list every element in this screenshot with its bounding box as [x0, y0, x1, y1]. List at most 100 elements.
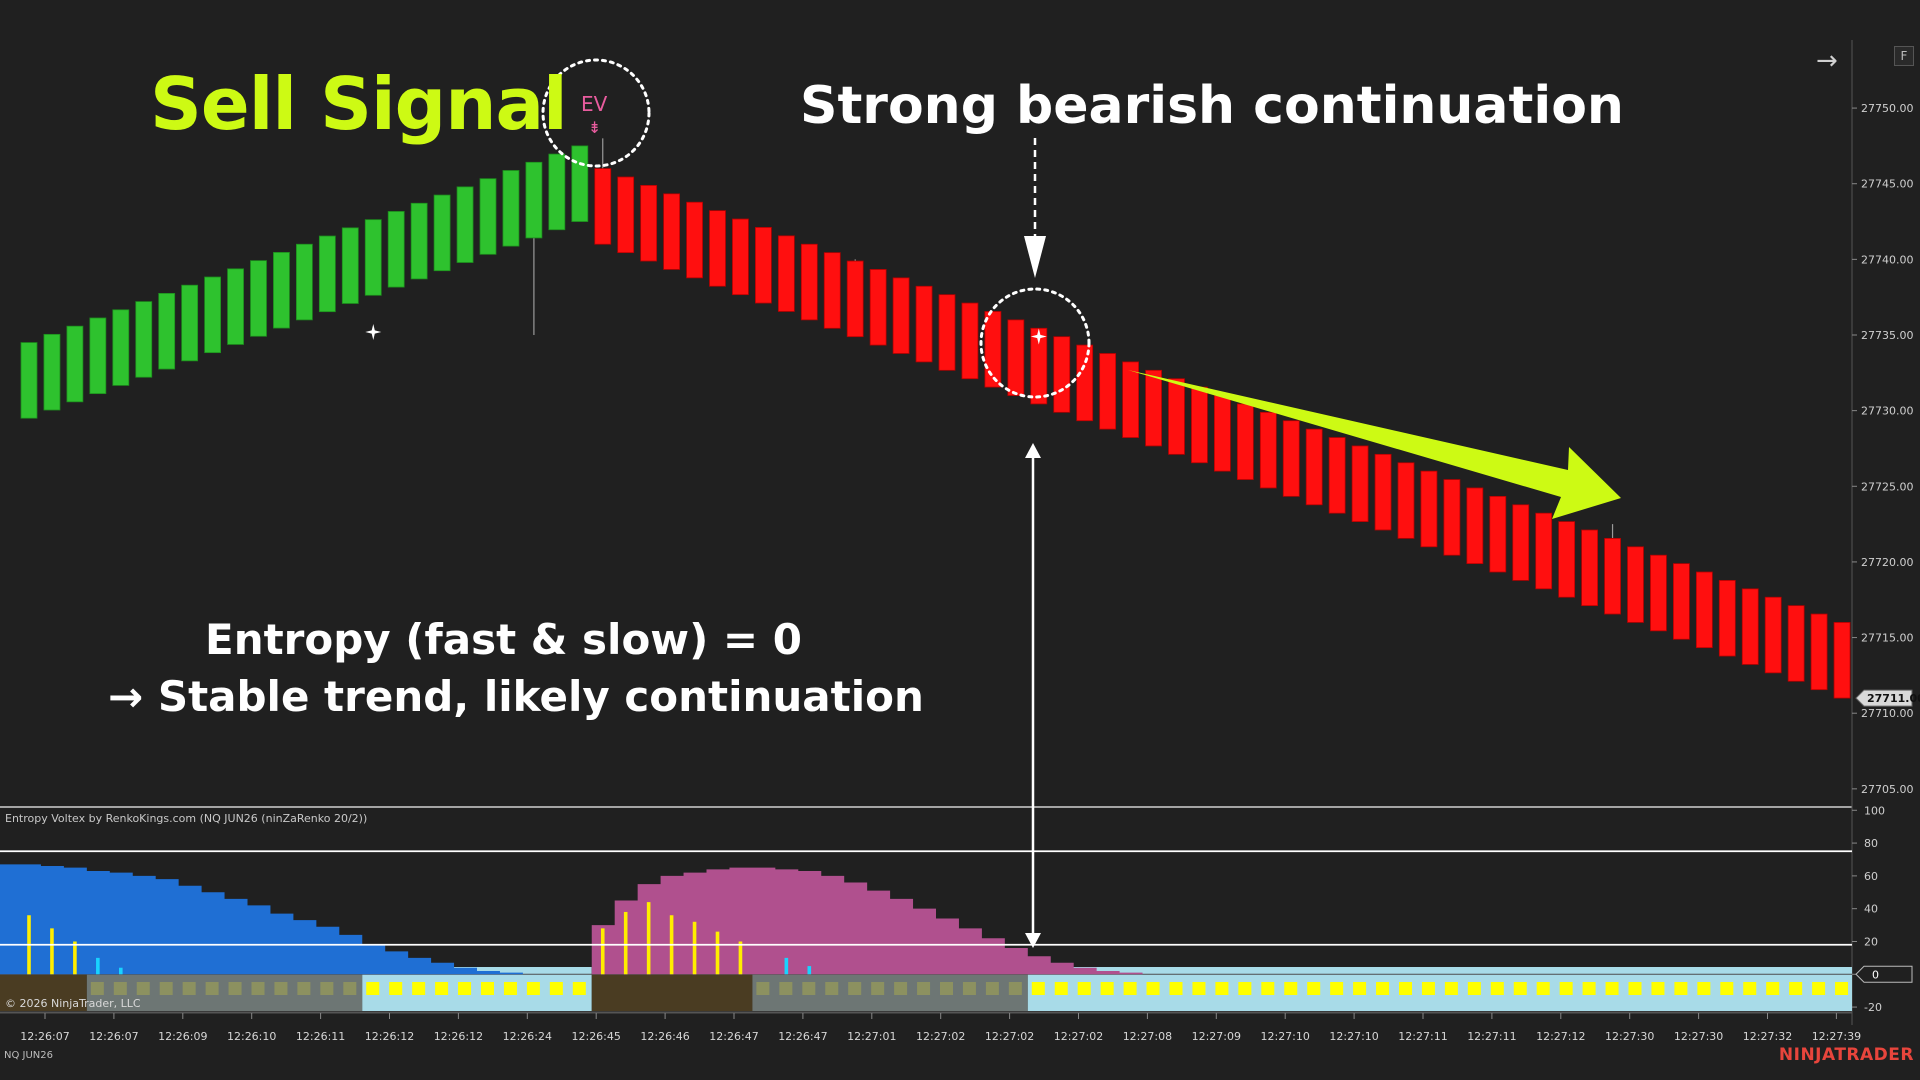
bear-renko-brick[interactable]	[1053, 336, 1071, 413]
bear-renko-brick[interactable]	[1099, 353, 1117, 430]
sell-signal-annotation: Sell Signal	[150, 62, 568, 146]
bull-renko-brick[interactable]	[548, 153, 566, 231]
bear-renko-brick[interactable]	[1535, 512, 1553, 590]
price-axis[interactable]: 27750.00 27745.00 27740.00 27735.00 27730.00…	[1852, 102, 1920, 796]
bull-renko-brick[interactable]	[456, 186, 474, 263]
bull-renko-brick[interactable]	[43, 333, 61, 411]
bear-renko-brick[interactable]	[1397, 462, 1415, 539]
bear-renko-brick[interactable]	[1695, 571, 1713, 649]
bull-renko-brick[interactable]	[318, 235, 336, 313]
bear-renko-brick[interactable]	[1351, 445, 1369, 522]
time-axis[interactable]: 12:26:07 12:26:07 12:26:09 12:26:10 12:26:11…	[0, 1012, 1861, 1043]
bear-renko-brick[interactable]	[846, 260, 864, 338]
bear-renko-brick[interactable]	[1420, 470, 1438, 548]
bear-renko-brick[interactable]	[1741, 588, 1759, 665]
bull-renko-brick[interactable]	[364, 219, 382, 296]
bull-renko-brick[interactable]	[433, 194, 451, 272]
bear-renko-brick[interactable]	[1512, 504, 1530, 581]
price-tick-label: 27745.00	[1861, 178, 1914, 191]
bear-renko-brick[interactable]	[1718, 580, 1736, 657]
bull-renko-brick[interactable]	[20, 342, 38, 419]
bull-renko-brick[interactable]	[479, 178, 497, 255]
entropy-area	[591, 867, 1166, 975]
bear-renko-brick[interactable]	[1558, 521, 1576, 598]
bull-renko-brick[interactable]	[295, 243, 313, 321]
bull-renko-brick[interactable]	[250, 260, 267, 337]
bear-renko-brick[interactable]	[1030, 327, 1048, 405]
up-arrowhead-icon	[1025, 443, 1041, 458]
bear-renko-brick[interactable]	[1810, 613, 1828, 691]
entropy-axis[interactable]: 100 80 60 40 20 -20 0	[1852, 804, 1913, 1014]
bull-renko-brick[interactable]	[341, 227, 359, 304]
bear-renko-brick[interactable]	[1833, 622, 1851, 699]
regime-square	[481, 982, 494, 995]
bull-renko-brick[interactable]	[135, 301, 153, 378]
bull-renko-brick[interactable]	[387, 211, 405, 288]
bull-renko-brick[interactable]	[66, 325, 84, 403]
bear-renko-brick[interactable]	[777, 235, 795, 312]
f-button[interactable]: F	[1894, 46, 1914, 66]
renko-bricks[interactable]	[20, 138, 1851, 699]
bear-renko-brick[interactable]	[1581, 529, 1598, 607]
bear-renko-brick[interactable]	[869, 269, 887, 346]
entropy-tick-label: 100	[1864, 804, 1885, 817]
bear-renko-brick[interactable]	[1328, 437, 1346, 514]
regime-square	[1789, 982, 1803, 995]
bear-renko-brick[interactable]	[1466, 487, 1484, 565]
scroll-right-arrow-icon[interactable]: →	[1816, 46, 1838, 76]
bull-renko-brick[interactable]	[181, 284, 199, 362]
bear-renko-brick[interactable]	[1305, 428, 1323, 506]
bear-renko-brick[interactable]	[1007, 319, 1025, 396]
bear-renko-brick[interactable]	[1627, 546, 1644, 623]
bull-renko-brick[interactable]	[571, 145, 589, 222]
time-tick-label: 12:26:09	[158, 1030, 207, 1043]
bear-renko-brick[interactable]	[1650, 554, 1667, 632]
bear-renko-brick[interactable]	[1145, 369, 1162, 447]
bear-renko-brick[interactable]	[823, 252, 841, 329]
bear-renko-brick[interactable]	[984, 311, 1002, 388]
bear-renko-brick[interactable]	[1604, 537, 1621, 615]
bear-renko-brick[interactable]	[892, 277, 910, 354]
bear-renko-brick[interactable]	[686, 201, 703, 279]
bull-renko-brick[interactable]	[158, 292, 176, 370]
bull-renko-brick[interactable]	[410, 202, 428, 280]
bear-renko-brick[interactable]	[709, 210, 726, 287]
bear-renko-brick[interactable]	[800, 243, 818, 321]
time-tick-label: 12:27:39	[1812, 1030, 1861, 1043]
bear-renko-brick[interactable]	[915, 285, 933, 363]
bear-renko-brick[interactable]	[1191, 386, 1208, 464]
trend-arrow-icon	[1128, 370, 1621, 519]
bear-renko-brick[interactable]	[663, 193, 680, 270]
bear-renko-brick[interactable]	[1236, 403, 1254, 480]
bull-renko-brick[interactable]	[273, 252, 290, 329]
bull-renko-brick[interactable]	[525, 161, 543, 239]
bear-renko-brick[interactable]	[1168, 378, 1185, 455]
bear-renko-brick[interactable]	[938, 294, 956, 371]
bear-renko-brick[interactable]	[961, 302, 979, 380]
bear-renko-brick[interactable]	[617, 176, 635, 254]
bear-renko-brick[interactable]	[1764, 596, 1782, 674]
bull-renko-brick[interactable]	[227, 268, 244, 345]
bear-renko-brick[interactable]	[1122, 361, 1139, 438]
bear-renko-brick[interactable]	[1489, 495, 1507, 573]
bear-renko-brick[interactable]	[1673, 563, 1690, 640]
bull-renko-brick[interactable]	[502, 170, 520, 247]
bear-renko-brick[interactable]	[1787, 605, 1805, 682]
bear-renko-brick[interactable]	[1076, 344, 1094, 422]
bear-renko-brick[interactable]	[1214, 395, 1231, 472]
regime-square	[1467, 982, 1481, 995]
bull-renko-brick[interactable]	[112, 309, 130, 386]
bear-renko-brick[interactable]	[1443, 479, 1461, 556]
bear-renko-brick[interactable]	[755, 227, 772, 304]
bull-renko-brick[interactable]	[89, 317, 107, 395]
bear-renko-brick[interactable]	[732, 218, 749, 296]
bear-renko-brick[interactable]	[640, 184, 658, 262]
bull-renko-brick[interactable]	[204, 276, 222, 354]
bear-renko-brick[interactable]	[594, 168, 612, 245]
bear-renko-brick[interactable]	[1282, 420, 1300, 497]
chart-frame	[0, 40, 1853, 1025]
regime-square	[274, 982, 288, 995]
bear-renko-brick[interactable]	[1259, 411, 1277, 489]
bear-renko-brick[interactable]	[1374, 453, 1392, 531]
